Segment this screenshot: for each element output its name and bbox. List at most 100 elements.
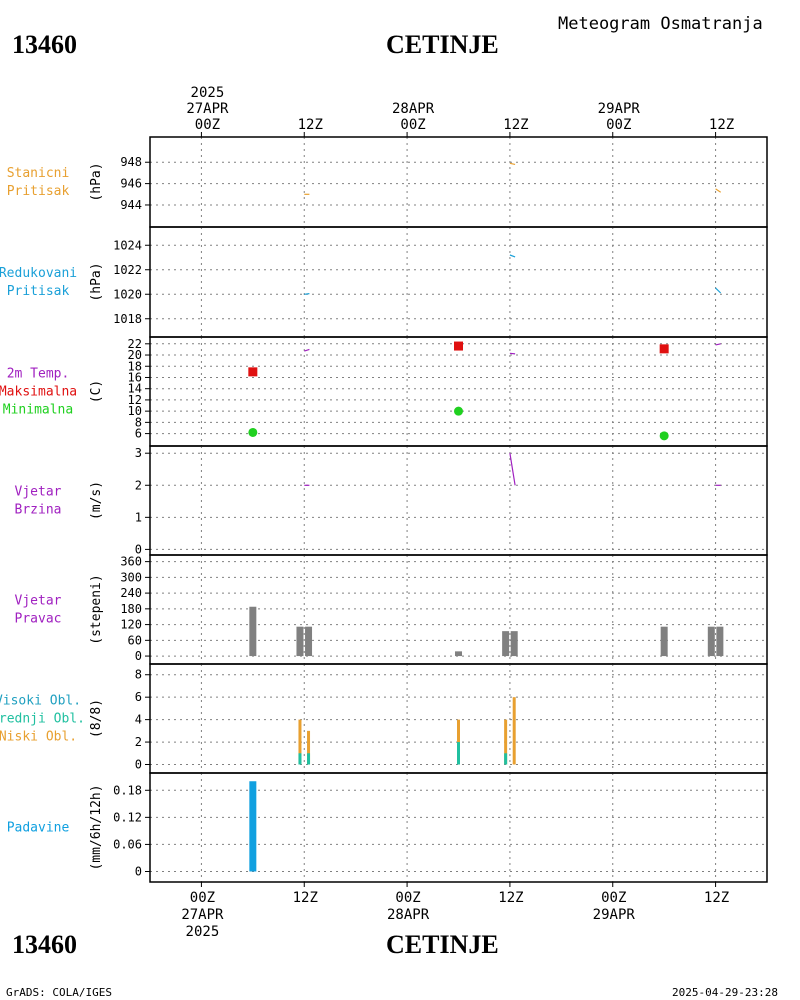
y-tick-label: 10	[128, 404, 142, 418]
y-tick-label: 2	[135, 478, 142, 492]
mid-cloud-bar	[307, 753, 311, 765]
y-tick-label: 3	[135, 446, 142, 460]
grads-credit: GrADS: COLA/IGES	[6, 986, 112, 999]
panel-frame	[149, 445, 768, 556]
panel-label: Padavine	[7, 821, 70, 836]
y-tick-label: 180	[120, 602, 142, 616]
panel-label: Vjetar	[15, 594, 62, 609]
y-tick-label: 1	[135, 510, 142, 524]
mid-cloud-bar	[298, 753, 302, 765]
panel-label: Maksimalna	[0, 385, 77, 400]
panel-label: Pravac	[15, 612, 62, 627]
y-axis-unit: (8/8)	[89, 699, 104, 738]
time-label-bottom: 00Z	[601, 890, 626, 906]
direction-bar	[305, 626, 313, 657]
direction-bar	[455, 651, 462, 657]
y-tick-label: 60	[128, 633, 142, 647]
y-tick-label: 948	[120, 155, 142, 169]
y-tick-label: 1024	[113, 238, 142, 252]
y-tick-label: 6	[135, 690, 142, 704]
panel-frame	[149, 136, 768, 228]
station-id-bottom: 13460	[12, 930, 77, 959]
y-tick-label: 0	[135, 864, 142, 878]
y-tick-label: 20	[128, 348, 142, 362]
y-tick-label: 1018	[113, 312, 142, 326]
low-cloud-bar	[512, 697, 516, 765]
y-tick-label: 0.18	[113, 783, 142, 797]
y-tick-label: 1020	[113, 287, 142, 301]
y-axis-unit: (stepeni)	[89, 574, 104, 644]
tmax-marker	[248, 367, 258, 377]
time-label-top: 00Z	[195, 117, 220, 133]
series-line	[509, 162, 516, 165]
time-label-bottom: 27APR	[181, 907, 224, 923]
y-tick-label: 0	[135, 542, 142, 556]
series-line	[715, 343, 721, 346]
y-tick-label: 300	[120, 570, 142, 584]
y-tick-label: 120	[120, 618, 142, 632]
panel-label: Redukovani	[0, 266, 77, 281]
y-tick-label: 944	[120, 198, 142, 212]
y-tick-label: 2	[135, 735, 142, 749]
time-label-bottom: 2025	[186, 924, 220, 940]
low-cloud-bar	[504, 719, 508, 765]
panel-frame	[149, 772, 768, 883]
y-tick-label: 8	[135, 668, 142, 682]
chart-subtitle: Meteogram Osmatranja	[558, 14, 763, 34]
series-line	[715, 188, 722, 193]
panel-label: Brzina	[15, 503, 62, 518]
panel-label: Srednji Obl.	[0, 712, 85, 727]
y-tick-label: 6	[135, 427, 142, 441]
y-tick-label: 4	[135, 713, 142, 727]
low-cloud-bar	[298, 719, 302, 765]
direction-bar	[707, 626, 715, 657]
y-tick-label: 946	[120, 177, 142, 191]
tmin-marker	[659, 431, 669, 441]
time-label-top: 00Z	[400, 117, 425, 133]
y-tick-label: 0.12	[113, 810, 142, 824]
time-label-bottom: 12Z	[498, 890, 523, 906]
tmin-marker	[248, 427, 258, 437]
direction-bar	[249, 606, 257, 657]
direction-bar	[660, 626, 668, 657]
time-label-top: 12Z	[298, 117, 323, 133]
y-tick-label: 12	[128, 393, 142, 407]
direction-bar	[510, 631, 518, 657]
series-line	[509, 352, 516, 355]
panel-label: Vjetar	[15, 485, 62, 500]
panel-frame	[149, 226, 768, 338]
tmax-marker	[659, 344, 669, 354]
panel-label: Stanicni	[7, 166, 70, 181]
low-cloud-bar	[307, 730, 311, 765]
series-line	[509, 254, 516, 258]
time-label-top: 00Z	[606, 117, 631, 133]
time-label-top: 12Z	[503, 117, 528, 133]
series-line	[304, 348, 310, 352]
station-name-bottom: CETINJE	[386, 930, 499, 959]
y-tick-label: 240	[120, 586, 142, 600]
y-tick-label: 14	[128, 382, 142, 396]
y-tick-label: 22	[128, 337, 142, 351]
mid-cloud-bar	[457, 742, 460, 765]
tmin-marker	[454, 406, 463, 416]
y-axis-unit: (C)	[89, 380, 104, 403]
precip-bar	[249, 781, 257, 872]
panel-label: Visoki Obl.	[0, 694, 81, 709]
time-label-top: 2025	[191, 85, 225, 101]
panel-label: Niski Obl.	[0, 730, 77, 745]
y-axis-unit: (hPa)	[89, 262, 104, 301]
panel-frame	[149, 554, 768, 665]
time-label-bottom: 00Z	[395, 890, 420, 906]
direction-bar	[296, 626, 304, 657]
series-line	[715, 287, 722, 294]
y-tick-label: 0.06	[113, 837, 142, 851]
time-label-top: 28APR	[392, 101, 435, 117]
panel-label: Pritisak	[7, 184, 70, 199]
render-timestamp: 2025-04-29-23:28	[672, 986, 778, 999]
y-tick-label: 360	[120, 555, 142, 569]
time-label-top: 29APR	[598, 101, 641, 117]
mid-cloud-bar	[504, 753, 508, 765]
y-tick-label: 0	[135, 758, 142, 772]
y-tick-label: 18	[128, 359, 142, 373]
station-name-top: CETINJE	[386, 30, 499, 59]
